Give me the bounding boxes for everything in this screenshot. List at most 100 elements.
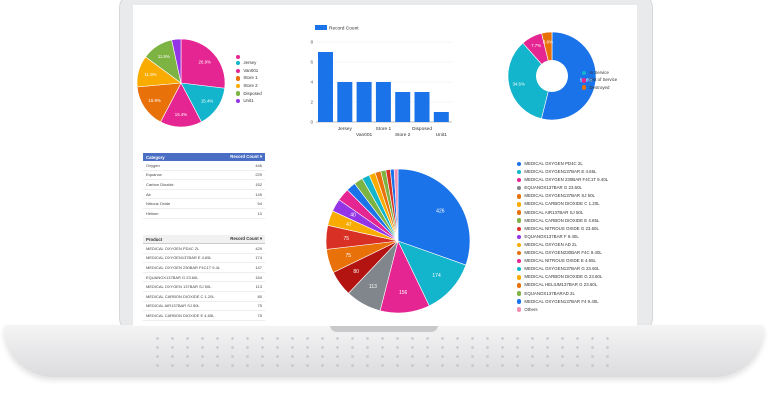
category-table: Category Record Count ▾ Oxygen 446 Equanox… bbox=[143, 153, 265, 219]
bar[interactable] bbox=[356, 82, 372, 122]
legend-item[interactable]: Jersey bbox=[236, 59, 262, 67]
pie-slice[interactable] bbox=[393, 168, 399, 242]
pie-slice[interactable] bbox=[507, 42, 553, 120]
bar[interactable] bbox=[375, 82, 391, 122]
table-row[interactable]: Air 145 bbox=[143, 189, 265, 200]
legend-item[interactable]: MEDICAL OXYGEN PD4C 2L bbox=[517, 160, 608, 168]
legend-item[interactable]: Van001 bbox=[236, 67, 262, 75]
pie-slice[interactable] bbox=[397, 168, 471, 266]
legend-item[interactable]: Others bbox=[517, 306, 608, 314]
legend-item[interactable]: MEDICAL HELIUM137BAR G 23.60L bbox=[517, 281, 608, 289]
legend-label: Others bbox=[524, 306, 538, 312]
legend-swatch bbox=[517, 226, 522, 231]
table-row[interactable]: Helium 10 bbox=[143, 208, 265, 219]
table-row[interactable]: MEDICAL OXYGEN 230BAR F4C1T 9.4L 147 bbox=[143, 262, 265, 273]
x-tick-label: Disposed bbox=[412, 126, 432, 132]
pie-slice[interactable] bbox=[180, 38, 226, 89]
table-header-row: Product Record Count ▾ bbox=[143, 235, 265, 244]
legend-item[interactable]: In Service bbox=[582, 69, 617, 76]
bar[interactable] bbox=[414, 92, 430, 122]
table-row[interactable]: EQUANOX137BAR G 23.60L 154 bbox=[143, 272, 265, 283]
cell-value: 113 bbox=[225, 281, 265, 292]
bar[interactable] bbox=[433, 112, 449, 122]
legend-label: MEDICAL OXYGEN PD4C 2L bbox=[524, 161, 583, 166]
legend-item[interactable]: MEDICAL CARBON DIOXIDE C 1.20L bbox=[517, 200, 608, 208]
legend-label: MEDICAL NITROUS OXIDE G 23.60L bbox=[524, 225, 599, 231]
legend-label: Out of Service bbox=[589, 77, 618, 83]
bar[interactable] bbox=[318, 52, 333, 122]
y-tick-label: 0 bbox=[310, 120, 313, 125]
legend-item[interactable]: MEDICAL NITROUS OXIDE G 23.60L bbox=[517, 225, 608, 233]
legend-label: MEDICAL CARBON DIOXIDE E 4.65L bbox=[524, 217, 600, 223]
column-header-record-count[interactable]: Record Count ▾ bbox=[225, 235, 265, 244]
table-row[interactable]: Equanox 229 bbox=[143, 170, 265, 181]
legend-item[interactable]: MEDICAL AIR137BAR SJ 50L bbox=[517, 209, 608, 217]
table-row[interactable]: Oxygen 446 bbox=[143, 161, 265, 171]
legend-label: MEDICAL HELIUM137BAR G 23.60L bbox=[524, 282, 598, 288]
column-header-category[interactable]: Category bbox=[143, 153, 201, 161]
legend-label: MEDICAL OXYGEN137BAR E 4.65L bbox=[524, 169, 597, 175]
table-row[interactable]: MEDICAL AIR137BAR SJ 50L 75 bbox=[143, 301, 265, 312]
slice-label: 75 bbox=[345, 253, 351, 259]
legend-item[interactable]: Destroyed bbox=[582, 84, 617, 91]
slice-label: 3.8% bbox=[543, 39, 553, 44]
legend-item[interactable]: EQUANOX137BAR F 9.40L bbox=[517, 233, 608, 241]
legend-item[interactable]: MEDICAL OXYGEN137BAR G 23.60L bbox=[517, 265, 608, 273]
column-header-record-count[interactable]: Record Count ▾ bbox=[200, 153, 265, 161]
legend-item[interactable]: MEDICAL CARBON DIOXIDE G 23.60L bbox=[517, 273, 608, 281]
legend-label: EQUANOX137BAR F 9.40L bbox=[524, 233, 579, 239]
table-row[interactable]: MEDICAL OXYGEN137BAR E 4.65L 174 bbox=[143, 253, 265, 264]
slice-label: 426 bbox=[436, 209, 445, 215]
table-row[interactable]: Carbon Dioxide 152 bbox=[143, 179, 265, 190]
slice-label: 11.5% bbox=[144, 72, 156, 77]
table-row[interactable]: MEDICAL CARBON DIOXIDE C 1.20L 80 bbox=[143, 291, 265, 302]
cell-name: EQUANOX137BAR G 23.60L bbox=[143, 272, 226, 283]
legend-label: MEDICAL OXYGEN137BAR F4 9.40L bbox=[524, 298, 599, 304]
cell-value: 145 bbox=[200, 189, 265, 200]
column-header-product[interactable]: Product bbox=[143, 235, 226, 244]
legend-item[interactable] bbox=[582, 63, 617, 70]
legend-item[interactable]: Disposed bbox=[236, 90, 262, 98]
legend-item[interactable]: Store 1 bbox=[236, 74, 262, 82]
slice-label: 15.4% bbox=[175, 112, 188, 117]
legend-item[interactable]: Unit1 bbox=[236, 97, 262, 105]
legend-item[interactable]: EQUANOX137BAR G 23.60L bbox=[517, 184, 608, 192]
legend-label: MEDICAL OXYGEN 230BAR F4C1T 9.40L bbox=[524, 177, 609, 183]
cell-value: 429 bbox=[225, 243, 265, 254]
legend-label: MEDICAL OXYGEN137BAR SJ 50L bbox=[524, 193, 595, 199]
cell-value: 75 bbox=[225, 301, 265, 312]
legend-item[interactable]: MEDICAL OXYGEN137BAR E 4.65L bbox=[517, 168, 608, 176]
table-row[interactable]: MEDICAL CARBON DIOXIDE E 4.65L 75 bbox=[143, 310, 265, 321]
bar[interactable] bbox=[395, 92, 411, 122]
legend-swatch bbox=[517, 258, 522, 264]
pie-slice[interactable] bbox=[541, 31, 597, 121]
bar[interactable] bbox=[337, 82, 353, 122]
legend-item[interactable]: MEDICAL OXYGEN AD 2L bbox=[517, 241, 608, 249]
legend-item[interactable]: MEDICAL OXYGEN230BAR F4C 9.40L bbox=[517, 249, 608, 257]
table-row[interactable]: MEDICAL OXYGEN 137BAR SJ 50L 113 bbox=[143, 281, 265, 292]
legend-item[interactable]: MEDICAL OXYGEN137BAR SJ 50L bbox=[517, 192, 608, 200]
cell-name: Oxygen bbox=[143, 161, 201, 171]
legend-label: MEDICAL OXYGEN137BAR G 23.60L bbox=[524, 266, 600, 272]
table-row[interactable]: MEDICAL OXYGEN PD4C 2L 429 bbox=[143, 243, 265, 254]
x-tick-label: Van001 bbox=[356, 132, 373, 138]
location-pie-legend: Jersey Van001 Store 1 Store 2 Disposed U… bbox=[236, 53, 262, 105]
legend-item[interactable]: MEDICAL OXYGEN 230BAR F4C1T 9.40L bbox=[517, 176, 608, 184]
legend-item[interactable] bbox=[236, 53, 262, 60]
legend-item[interactable]: EQUANOX137BARAD 2L bbox=[517, 290, 608, 298]
cell-name: MEDICAL OXYGEN PD4C 2L bbox=[143, 243, 226, 254]
table-row[interactable]: Nitrous Oxide 54 bbox=[143, 198, 265, 209]
pie-slice[interactable] bbox=[171, 38, 182, 84]
legend-label: Destroyed bbox=[589, 84, 610, 90]
legend-item[interactable]: Out of Service bbox=[582, 76, 617, 83]
slice-label: 40 bbox=[350, 213, 356, 219]
legend-item[interactable]: MEDICAL NITROUS OXIDE E 4.65L bbox=[517, 257, 608, 265]
cell-value: 147 bbox=[225, 262, 265, 273]
legend-swatch bbox=[517, 291, 522, 296]
y-tick-label: 8 bbox=[310, 40, 313, 45]
legend-swatch bbox=[236, 60, 241, 66]
legend-item[interactable]: MEDICAL OXYGEN137BAR F4 9.40L bbox=[517, 298, 608, 306]
legend-item[interactable]: MEDICAL CARBON DIOXIDE E 4.65L bbox=[517, 217, 608, 225]
cell-value: 446 bbox=[200, 161, 265, 171]
legend-item[interactable]: Store 2 bbox=[236, 82, 262, 90]
